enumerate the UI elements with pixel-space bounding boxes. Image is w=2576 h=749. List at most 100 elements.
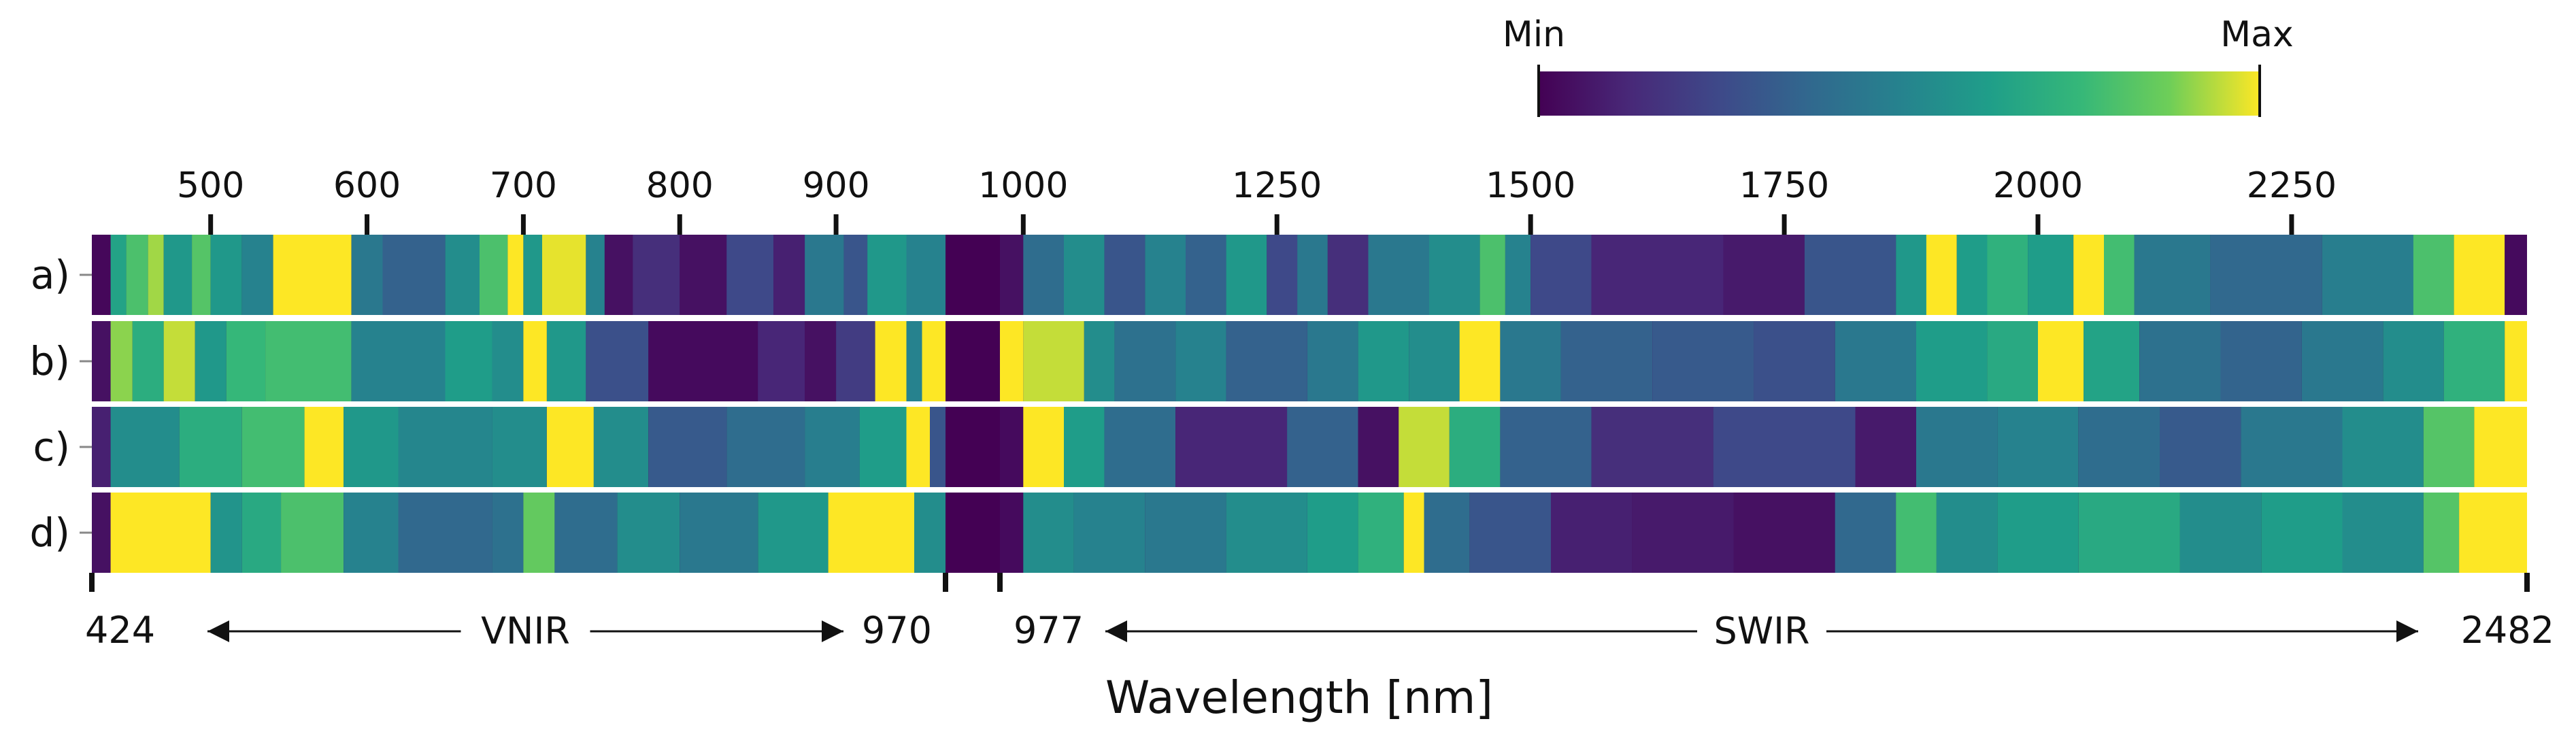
heatmap-cell: [507, 235, 524, 315]
swir-range-arrow: SWIR: [1105, 610, 2418, 652]
heatmap-cell: [241, 407, 305, 487]
heatmap-cell: [1175, 321, 1226, 401]
heatmap-cell: [273, 235, 352, 315]
heatmap-cell: [2073, 235, 2104, 315]
heatmap-cell: [1469, 493, 1551, 573]
heatmap-cell: [226, 321, 266, 401]
heatmap-cell: [2459, 493, 2527, 573]
heatmap-cell: [523, 235, 542, 315]
heatmap-cell: [1591, 407, 1713, 487]
heatmap-cell: [1023, 235, 1064, 315]
heatmap-cell: [1987, 321, 2038, 401]
heatmap-cell: [922, 321, 946, 401]
heatmap-cell: [2322, 235, 2413, 315]
heatmap-cell: [1145, 235, 1186, 315]
row-label: b): [30, 338, 70, 384]
heatmap-cell: [2134, 235, 2211, 315]
heatmap-cell: [2454, 235, 2505, 315]
heatmap-cell: [1403, 493, 1424, 573]
heatmap-cell: [1835, 493, 1896, 573]
heatmap-cell: [1500, 321, 1561, 401]
heatmap-cell: [836, 321, 875, 401]
heatmap-cell: [110, 407, 180, 487]
heatmap-cell: [930, 407, 946, 487]
heatmap-cell: [2139, 321, 2221, 401]
heatmap-cell: [1175, 407, 1288, 487]
heatmap-cell: [1956, 235, 1988, 315]
arrow-head-right: [2396, 620, 2418, 642]
heatmap-cell: [1500, 407, 1592, 487]
heatmap-cell: [1409, 321, 1460, 401]
heatmap-cell: [179, 407, 242, 487]
heatmap-cell: [126, 235, 148, 315]
row-label: d): [30, 510, 70, 556]
heatmap-cell: [92, 493, 111, 573]
heatmap-cell: [546, 407, 594, 487]
x-axis-label: Wavelength [nm]: [1105, 671, 1493, 724]
heatmap-cell: [1023, 407, 1064, 487]
heatmap-cell: [1073, 493, 1145, 573]
heatmap-cell: [680, 493, 758, 573]
heatmap-cell: [195, 321, 227, 401]
arrow-head-right: [822, 620, 843, 642]
heatmap-cell: [1368, 235, 1429, 315]
heatmap-cell: [2179, 493, 2262, 573]
colorbar-min-label: Min: [1503, 14, 1565, 55]
boundary-label: 977: [1014, 609, 1084, 652]
heatmap-cell: [1114, 321, 1176, 401]
arrow-head-left: [207, 620, 229, 642]
heatmap-cell: [1804, 235, 1896, 315]
heatmap-cell: [1358, 321, 1409, 401]
heatmap-cell: [1297, 235, 1328, 315]
heatmap-cell: [92, 321, 111, 401]
heatmap-cell: [1632, 493, 1734, 573]
heatmap-cell: [586, 321, 649, 401]
heatmap-cell: [1733, 493, 1835, 573]
heatmap-cell: [542, 235, 586, 315]
heatmap-cell: [906, 407, 930, 487]
heatmap-cell: [1560, 321, 1653, 401]
heatmap-cell: [1327, 235, 1369, 315]
heatmap-cell: [265, 321, 352, 401]
heatmap-cell: [1104, 407, 1175, 487]
heatmap-cell: [148, 235, 164, 315]
heatmap-cell: [304, 407, 344, 487]
heatmap-cell: [758, 493, 829, 573]
heatmap-cell: [192, 235, 211, 315]
heatmap-cell: [2383, 321, 2444, 401]
heatmap-cell: [92, 235, 111, 315]
heatmap-cell: [241, 235, 273, 315]
arrow-head-left: [1105, 620, 1127, 642]
heatmap-cell: [398, 493, 492, 573]
heatmap-cell: [1551, 493, 1633, 573]
heatmap-cell: [241, 493, 282, 573]
heatmap-cell: [480, 235, 508, 315]
heatmap-cell: [110, 321, 133, 401]
heatmap-cell: [554, 493, 618, 573]
heatmap-cell: [648, 407, 727, 487]
heatmap-cell: [382, 235, 446, 315]
heatmap-cell: [492, 493, 524, 573]
heatmap-cell: [617, 493, 680, 573]
heatmap-cell: [648, 321, 758, 401]
heatmap-cell: [110, 235, 127, 315]
heatmap-cell: [210, 493, 242, 573]
top-tick-label: 500: [177, 165, 244, 206]
heatmap-cell: [1997, 407, 2079, 487]
boundary-label: 970: [862, 609, 932, 652]
heatmap-cell: [1084, 321, 1115, 401]
heatmap-cell: [398, 407, 492, 487]
heatmap-cell: [344, 407, 399, 487]
heatmap-cell: [1023, 321, 1084, 401]
heatmap-cell: [1505, 235, 1531, 315]
heatmap-cell: [758, 321, 805, 401]
heatmap-cell: [1145, 493, 1226, 573]
heatmap-cell: [633, 235, 680, 315]
heatmap-cell: [2423, 493, 2459, 573]
heatmap-cell: [2028, 235, 2074, 315]
heatmap-cell: [492, 407, 547, 487]
heatmap-row: c): [33, 407, 2527, 487]
heatmap-cell: [914, 493, 946, 573]
heatmap-cell: [1307, 493, 1358, 573]
